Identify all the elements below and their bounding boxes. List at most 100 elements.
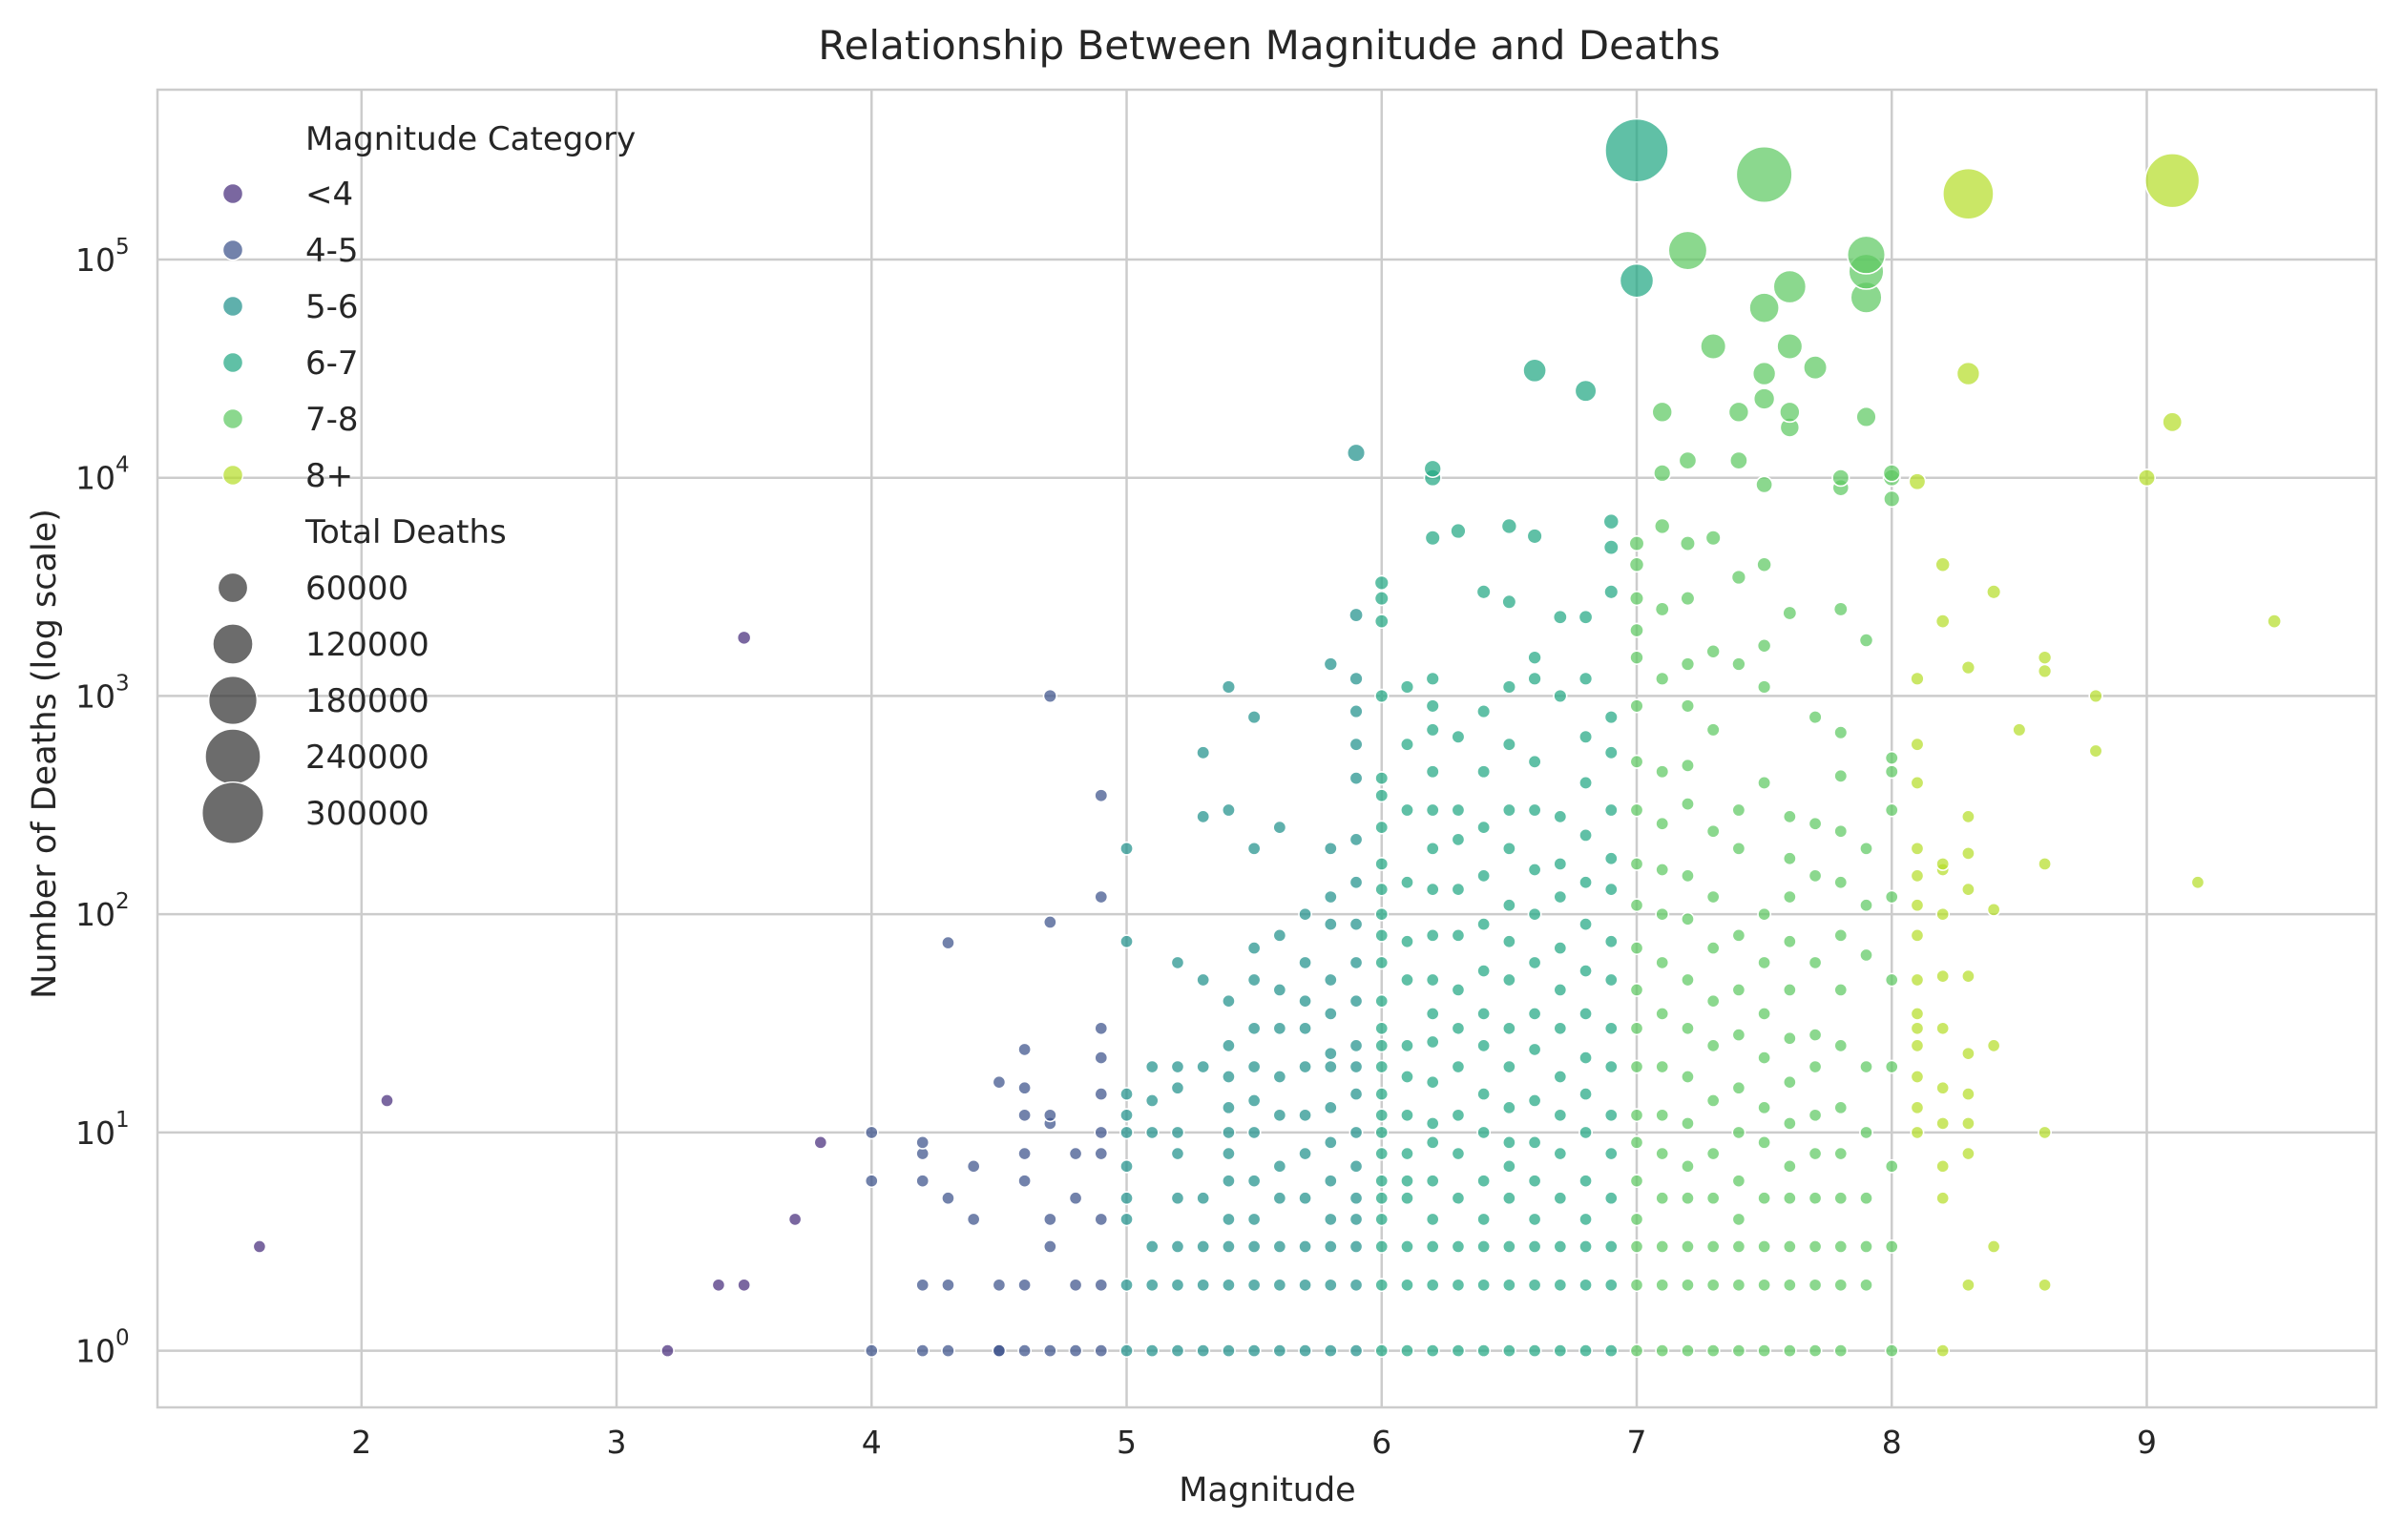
data-point: [1756, 679, 1772, 695]
data-point: [1527, 1212, 1542, 1227]
data-point: [1246, 1212, 1262, 1227]
data-point: [1348, 737, 1364, 752]
data-point: [1629, 1212, 1644, 1227]
data-point: [1196, 1239, 1211, 1254]
data-point: [1144, 1239, 1160, 1254]
data-point: [1705, 1343, 1721, 1359]
data-point: [1451, 802, 1466, 818]
data-point: [1323, 1212, 1338, 1227]
data-point: [1425, 1343, 1440, 1359]
data-point: [1705, 1239, 1721, 1254]
data-point: [1705, 1278, 1721, 1293]
data-point: [1272, 1158, 1287, 1174]
data-point: [1246, 841, 1262, 856]
data-point: [1144, 1278, 1160, 1293]
data-point: [1399, 737, 1415, 752]
data-point: [1170, 1059, 1185, 1074]
data-point: [1374, 1125, 1390, 1140]
data-point: [1859, 1125, 1873, 1140]
data-point: [1451, 1108, 1466, 1123]
data-point: [1859, 1191, 1873, 1206]
data-point: [1246, 1021, 1262, 1036]
data-point: [2137, 468, 2157, 488]
data-point: [1629, 754, 1644, 769]
data-point: [1373, 574, 1390, 592]
data-point: [1884, 972, 1899, 988]
data-point: [1119, 934, 1134, 949]
data-point: [1700, 332, 1727, 361]
data-point: [1348, 1059, 1364, 1074]
y-tick-exponent: 4: [115, 453, 130, 478]
data-point: [1884, 802, 1899, 818]
data-point: [1680, 868, 1695, 884]
data-point: [1476, 964, 1492, 978]
data-point: [1476, 1278, 1492, 1293]
data-point: [1144, 1125, 1160, 1140]
data-point: [1476, 868, 1492, 884]
data-point: [1808, 868, 1823, 884]
data-point: [1119, 841, 1134, 856]
data-point: [1681, 1021, 1695, 1036]
data-point: [1196, 745, 1211, 760]
data-point: [1629, 983, 1644, 997]
data-point: [660, 1343, 675, 1359]
data-point: [1553, 889, 1568, 905]
data-point: [1423, 459, 1442, 479]
data-point: [1832, 601, 1849, 617]
data-point: [1731, 1343, 1746, 1359]
data-point: [1323, 1174, 1338, 1189]
data-point: [1501, 1059, 1516, 1074]
data-point: [1500, 517, 1518, 535]
data-point: [1629, 1278, 1644, 1293]
x-tick-label: 9: [2137, 1424, 2157, 1461]
data-point: [1425, 671, 1440, 687]
x-tick-label: 6: [1371, 1424, 1391, 1461]
data-point: [1476, 820, 1492, 835]
data-point: [1348, 1191, 1364, 1206]
legend-size-label: 300000: [305, 795, 429, 833]
data-point: [1501, 934, 1516, 949]
data-point: [1170, 1080, 1185, 1095]
data-point: [1986, 1239, 2001, 1254]
data-point: [1782, 934, 1797, 949]
data-point: [1374, 820, 1390, 835]
data-point: [2012, 722, 2027, 738]
data-point: [1425, 802, 1440, 818]
data-point: [1910, 972, 1925, 988]
data-point: [1374, 1212, 1390, 1227]
data-point: [1348, 917, 1364, 932]
data-point: [1808, 1059, 1823, 1074]
data-point: [1094, 1343, 1109, 1359]
data-point: [1400, 1239, 1414, 1254]
data-point: [1748, 292, 1781, 324]
data-point: [1808, 709, 1823, 725]
legend-category-label: 5-6: [305, 288, 359, 326]
data-point: [1222, 1343, 1236, 1359]
data-point: [1705, 722, 1721, 738]
data-point: [1731, 1125, 1746, 1140]
legend-category-label: 7-8: [305, 401, 359, 439]
data-point: [1272, 1191, 1287, 1206]
data-point: [1681, 1278, 1695, 1293]
data-point: [1094, 788, 1109, 803]
data-point: [1553, 1146, 1568, 1161]
legend-size-label: 180000: [305, 682, 429, 720]
data-point: [1246, 1343, 1262, 1359]
data-point: [1374, 906, 1390, 922]
data-point: [1728, 450, 1748, 470]
data-point: [1374, 1087, 1390, 1102]
legend-category-marker: [221, 295, 244, 318]
data-point: [1298, 906, 1313, 922]
data-point: [1628, 591, 1645, 607]
data-point: [1960, 882, 1975, 897]
data-point: [1374, 1343, 1390, 1359]
data-point: [1042, 1343, 1057, 1359]
data-point: [1772, 269, 1808, 304]
grid-lines: [157, 90, 2376, 1407]
data-point: [1910, 737, 1925, 752]
data-point: [1476, 1007, 1492, 1021]
data-point: [1348, 1087, 1364, 1102]
data-point: [1960, 809, 1975, 824]
data-point: [1680, 698, 1696, 714]
data-point: [1348, 1239, 1364, 1254]
